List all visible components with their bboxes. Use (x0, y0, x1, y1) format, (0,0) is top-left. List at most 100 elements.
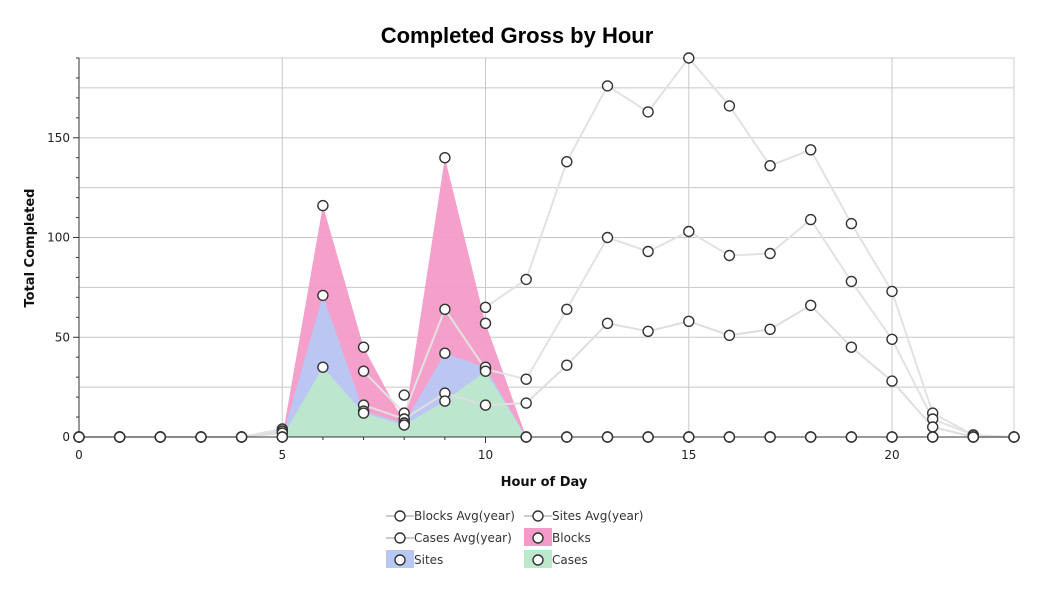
data-point (398, 419, 410, 431)
data-point (642, 431, 654, 443)
area-cases (79, 367, 1014, 437)
y-tick-label: 0 (62, 430, 70, 444)
data-point (886, 285, 898, 298)
data-point (439, 395, 451, 407)
y-tick-label: 50 (55, 330, 70, 344)
data-point (317, 199, 329, 212)
data-point (479, 301, 492, 313)
data-point (235, 431, 248, 443)
x-tick-label: 20 (884, 448, 899, 462)
data-point (439, 303, 451, 315)
data-point (642, 245, 654, 258)
data-point (479, 317, 492, 329)
data-point (479, 399, 492, 411)
data-point (276, 431, 288, 443)
data-point (886, 333, 898, 345)
legend-marker (532, 532, 544, 544)
data-point (723, 431, 736, 443)
data-point (317, 289, 329, 302)
x-tick-label: 0 (75, 448, 83, 462)
data-point (195, 431, 207, 443)
legend-item: Cases (524, 550, 588, 568)
chart-title: Completed Gross by Hour (381, 23, 654, 48)
data-point (683, 52, 695, 64)
data-point (601, 431, 614, 443)
data-point (927, 421, 939, 433)
data-point (439, 151, 451, 164)
x-tick-label: 15 (681, 448, 696, 462)
legend-label: Blocks (552, 531, 591, 545)
data-point (561, 359, 573, 371)
data-point (764, 159, 776, 172)
legend-label: Cases Avg(year) (414, 531, 512, 545)
legend-marker (394, 532, 406, 544)
point-layer (73, 52, 1020, 443)
y-tick-label: 100 (47, 231, 70, 245)
grid-layer (78, 57, 1015, 438)
data-point (886, 375, 898, 387)
legend-item: Blocks (524, 528, 591, 546)
data-point (561, 431, 573, 443)
data-point (357, 407, 370, 419)
data-point (886, 431, 898, 443)
data-point (601, 231, 614, 244)
data-point (154, 431, 167, 443)
x-tick-label: 5 (278, 448, 286, 462)
axis-layer: 0 5 10 15 20 0 50 100 150 (47, 57, 1015, 462)
data-point (439, 347, 451, 359)
data-point (927, 431, 939, 443)
legend-item: Sites (386, 550, 443, 568)
data-point (805, 144, 817, 156)
plot-area (78, 57, 1015, 438)
legend-item: Cases Avg(year) (386, 531, 512, 545)
data-point (520, 373, 532, 385)
x-axis-label: Hour of Day (501, 475, 588, 490)
legend-item: Sites Avg(year) (524, 509, 643, 523)
data-point (357, 365, 370, 377)
data-point (805, 299, 817, 311)
data-point (1008, 431, 1020, 443)
legend-marker (394, 554, 406, 566)
data-point (764, 431, 776, 443)
data-point (357, 341, 370, 353)
data-point (398, 389, 410, 401)
data-point (967, 431, 979, 443)
data-point (73, 431, 85, 443)
data-point (764, 247, 776, 260)
legend-item: Blocks Avg(year) (386, 509, 515, 523)
data-point (683, 315, 695, 327)
data-point (520, 431, 532, 443)
data-point (561, 303, 573, 315)
data-point (561, 155, 573, 168)
y-axis-label: Total Completed (23, 189, 38, 308)
data-point (601, 317, 614, 329)
legend: Blocks Avg(year) Sites Avg(year) Cases Avg… (386, 509, 643, 568)
data-point (805, 213, 817, 226)
data-point (601, 80, 614, 92)
legend-marker (532, 510, 544, 522)
x-tick-label: 10 (478, 448, 493, 462)
data-point (683, 431, 695, 443)
legend-label: Cases (552, 553, 588, 567)
data-point (479, 365, 492, 377)
legend-marker (394, 510, 406, 522)
data-point (642, 106, 654, 118)
legend-marker (532, 554, 544, 566)
legend-label: Sites (414, 553, 443, 567)
data-point (723, 100, 736, 112)
legend-label: Sites Avg(year) (552, 509, 643, 523)
data-point (845, 341, 858, 353)
data-point (845, 431, 858, 443)
legend-label: Blocks Avg(year) (414, 509, 515, 523)
data-point (520, 397, 532, 409)
data-point (317, 361, 329, 373)
data-point (845, 217, 858, 230)
data-point (683, 225, 695, 238)
data-point (805, 431, 817, 443)
data-point (723, 249, 736, 262)
data-point (764, 323, 776, 335)
data-point (723, 329, 736, 341)
data-point (845, 275, 858, 288)
